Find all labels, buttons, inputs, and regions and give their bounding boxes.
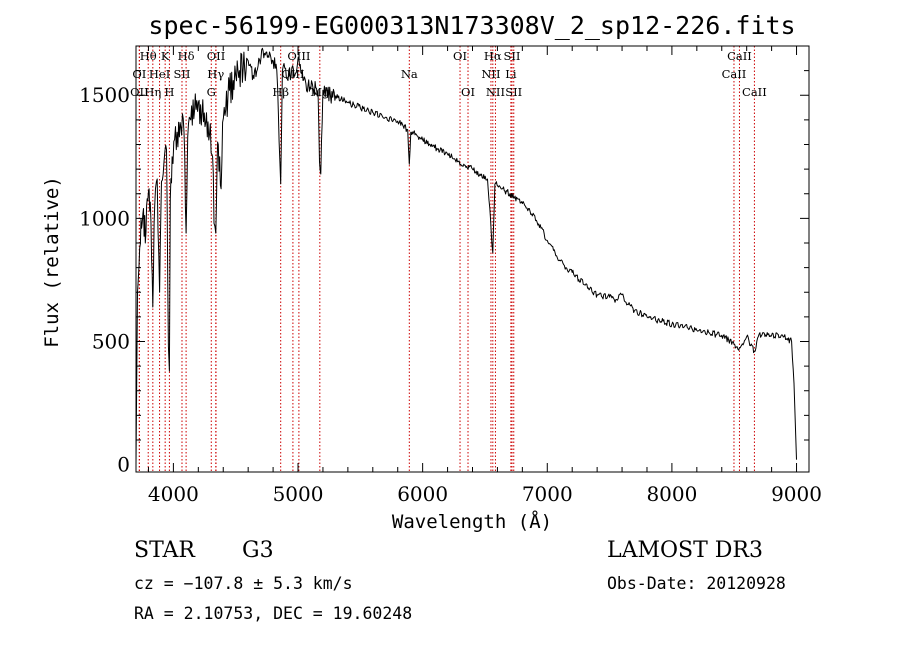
spectral-line-label-13: SII (505, 85, 522, 99)
spectral-line-label-4: OIII (287, 49, 310, 63)
series-flux (135, 47, 797, 465)
axes: 4000 5000 6000 7000 8000 9000 0 500 1000 1500 (79, 45, 822, 506)
spectral-line-label-23: OIII (281, 67, 304, 81)
y-tick-label-0: 0 (117, 453, 130, 477)
spectral-line-label-27: CaII (742, 85, 767, 99)
spectral-line-label-9: SII (504, 49, 521, 63)
spectral-line-label-22: Hβ (272, 85, 289, 99)
spectral-line-label-12: NII (486, 85, 505, 99)
spectral-line-label-18: Hη (144, 85, 161, 99)
spectral-line-label-24: Mg (310, 85, 330, 99)
spectral-line-markers (138, 46, 755, 472)
spectral-line-label-2: Hδ (178, 49, 195, 63)
y-tick-label-1500: 1500 (79, 83, 130, 107)
x-tick-label-9000: 9000 (771, 482, 822, 506)
spectral-line-label-17: OII (130, 85, 149, 99)
x-tick-label-7000: 7000 (522, 482, 573, 506)
y-tick-label-500: 500 (92, 329, 130, 353)
y-tick-label-1000: 1000 (79, 206, 130, 230)
coordinates-readout: RA = 2.10753, DEC = 19.60248 (134, 604, 413, 623)
redshift-readout: cz = −107.8 ± 5.3 km/s (134, 574, 353, 593)
spectral-line-label-14: OI (132, 67, 146, 81)
spectral-line-label-0: Hθ (140, 49, 157, 63)
spectral-line-label-15: HeI (149, 67, 170, 81)
spectral-line-label-8: Hα (484, 49, 502, 63)
y-axis-title: Flux (relative) (41, 176, 63, 348)
x-axis-title: Wavelength (Å) (392, 510, 552, 533)
object-subclass: G3 (242, 538, 274, 563)
plot-frame (135, 45, 810, 473)
x-tick-label-4000: 4000 (148, 482, 199, 506)
x-tick-label-5000: 5000 (273, 482, 324, 506)
spectral-line-label-3: OII (207, 49, 226, 63)
spectral-line-label-1: K (161, 49, 170, 63)
x-tick-label-8000: 8000 (646, 482, 697, 506)
spectral-line-label-10: NII (481, 67, 500, 81)
survey-name: LAMOST DR3 (607, 538, 763, 563)
spectral-line-label-20: Hγ (207, 67, 224, 81)
object-class: STAR (134, 538, 195, 563)
spectral-line-label-25: CaII (727, 49, 752, 63)
spectral-line-label-26: CaII (722, 67, 747, 81)
observation-date: Obs-Date: 20120928 (607, 574, 786, 593)
series-layer (135, 47, 797, 465)
x-tick-label-6000: 6000 (397, 482, 448, 506)
spectral-line-label-5: Na (401, 67, 418, 81)
spectral-line-label-6: OI (453, 49, 467, 63)
spectral-line-label-21: G (207, 85, 216, 99)
chart-title: spec-56199-EG000313N173308V_2_sp12-226.f… (148, 11, 795, 40)
spectral-line-label-19: H (164, 85, 174, 99)
spectral-line-label-7: OI (461, 85, 475, 99)
spectral-line-label-16: SII (174, 67, 191, 81)
spectral-line-label-11: Li (505, 67, 517, 81)
